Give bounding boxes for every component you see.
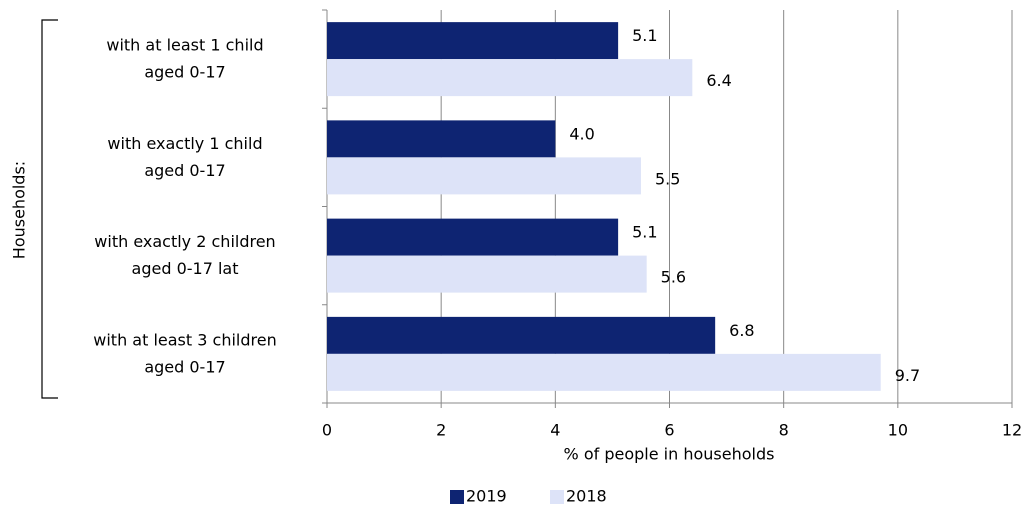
bar <box>327 316 716 354</box>
label-line: aged 0-17 <box>144 357 225 376</box>
value-label: 5.6 <box>661 268 686 287</box>
bracket <box>41 19 58 399</box>
legend-label: 2018 <box>566 487 607 506</box>
x-axis-label: % of people in households <box>564 445 775 464</box>
value-label: 5.1 <box>632 26 657 45</box>
x-tick-label: 6 <box>664 421 674 440</box>
bar <box>327 157 641 195</box>
bar <box>327 218 619 256</box>
bar <box>327 353 881 391</box>
bar <box>327 59 693 97</box>
x-tick-label: 0 <box>322 421 332 440</box>
legend-swatch <box>450 490 464 504</box>
y-tick-label: with at least 3 children aged 0-17 <box>93 330 276 376</box>
label-line: aged 0-17 lat <box>132 259 239 278</box>
label-line: with exactly 2 children <box>94 232 275 251</box>
value-label: 9.7 <box>895 366 920 385</box>
label-line: aged 0-17 <box>144 160 225 179</box>
label-line: with at least 3 children <box>93 330 276 349</box>
value-label: 5.1 <box>632 223 657 242</box>
label-line: with exactly 1 child <box>107 133 262 152</box>
x-tick-label: 8 <box>779 421 789 440</box>
x-tick-label: 2 <box>436 421 446 440</box>
value-label: 6.8 <box>729 321 754 340</box>
legend-swatch <box>550 490 564 504</box>
y-tick-label: with exactly 1 child aged 0-17 <box>107 133 262 179</box>
y-tick-label: with exactly 2 children aged 0-17 lat <box>94 232 275 278</box>
bar <box>327 22 619 60</box>
legend-label: 2019 <box>466 487 507 506</box>
label-line: with at least 1 child <box>106 35 263 54</box>
x-tick-label: 12 <box>1002 421 1022 440</box>
x-tick-label: 4 <box>550 421 560 440</box>
x-tick-label: 10 <box>888 421 908 440</box>
value-label: 6.4 <box>706 71 731 90</box>
value-label: 5.5 <box>655 169 680 188</box>
y-tick-label: with at least 1 child aged 0-17 <box>106 35 263 81</box>
bar <box>327 120 556 158</box>
value-label: 4.0 <box>569 124 594 143</box>
y-axis-label: Households: <box>10 161 29 259</box>
label-line: aged 0-17 <box>144 62 225 81</box>
bar <box>327 255 647 293</box>
